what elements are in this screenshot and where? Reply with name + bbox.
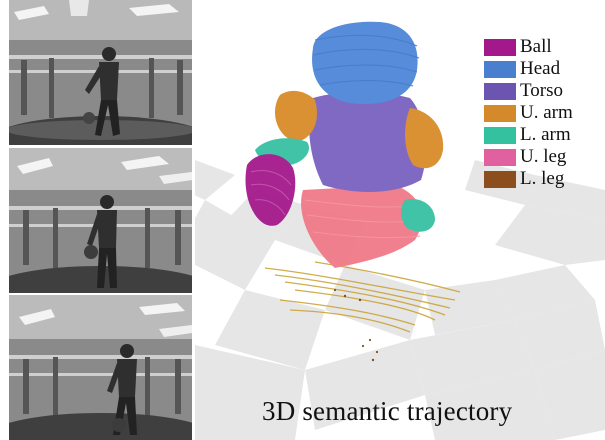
trajectory-strands [245, 21, 461, 362]
video-frame-1 [9, 0, 192, 145]
video-frame-3 [9, 295, 192, 440]
legend-item-ball: Ball [484, 36, 596, 58]
legend-item-lower-leg: L. leg [484, 168, 596, 190]
legend-item-head: Head [484, 58, 596, 80]
legend-swatch [484, 104, 516, 122]
legend-label: Torso [520, 80, 564, 101]
legend-label: L. leg [520, 168, 565, 189]
legend-item-upper-arm: U. arm [484, 102, 596, 124]
legend-swatch [484, 60, 516, 78]
legend-item-torso: Torso [484, 80, 596, 102]
legend-swatch [484, 148, 516, 166]
video-frame-2 [9, 148, 192, 293]
legend-label: U. leg [520, 146, 567, 167]
legend-label: L. arm [520, 124, 571, 145]
legend-label: Ball [520, 36, 552, 57]
legend-label: Head [520, 58, 561, 79]
legend-label: U. arm [520, 102, 573, 123]
legend-swatch [484, 170, 516, 188]
legend-item-lower-arm: L. arm [484, 124, 596, 146]
legend-item-upper-leg: U. leg [484, 146, 596, 168]
legend-swatch [484, 38, 516, 56]
legend-swatch [484, 126, 516, 144]
video-frames [9, 0, 192, 440]
legend: Ball Head Torso U. arm L. arm U. leg L. … [484, 36, 596, 190]
figure-caption: 3D semantic trajectory [262, 396, 513, 426]
legend-swatch [484, 82, 516, 100]
